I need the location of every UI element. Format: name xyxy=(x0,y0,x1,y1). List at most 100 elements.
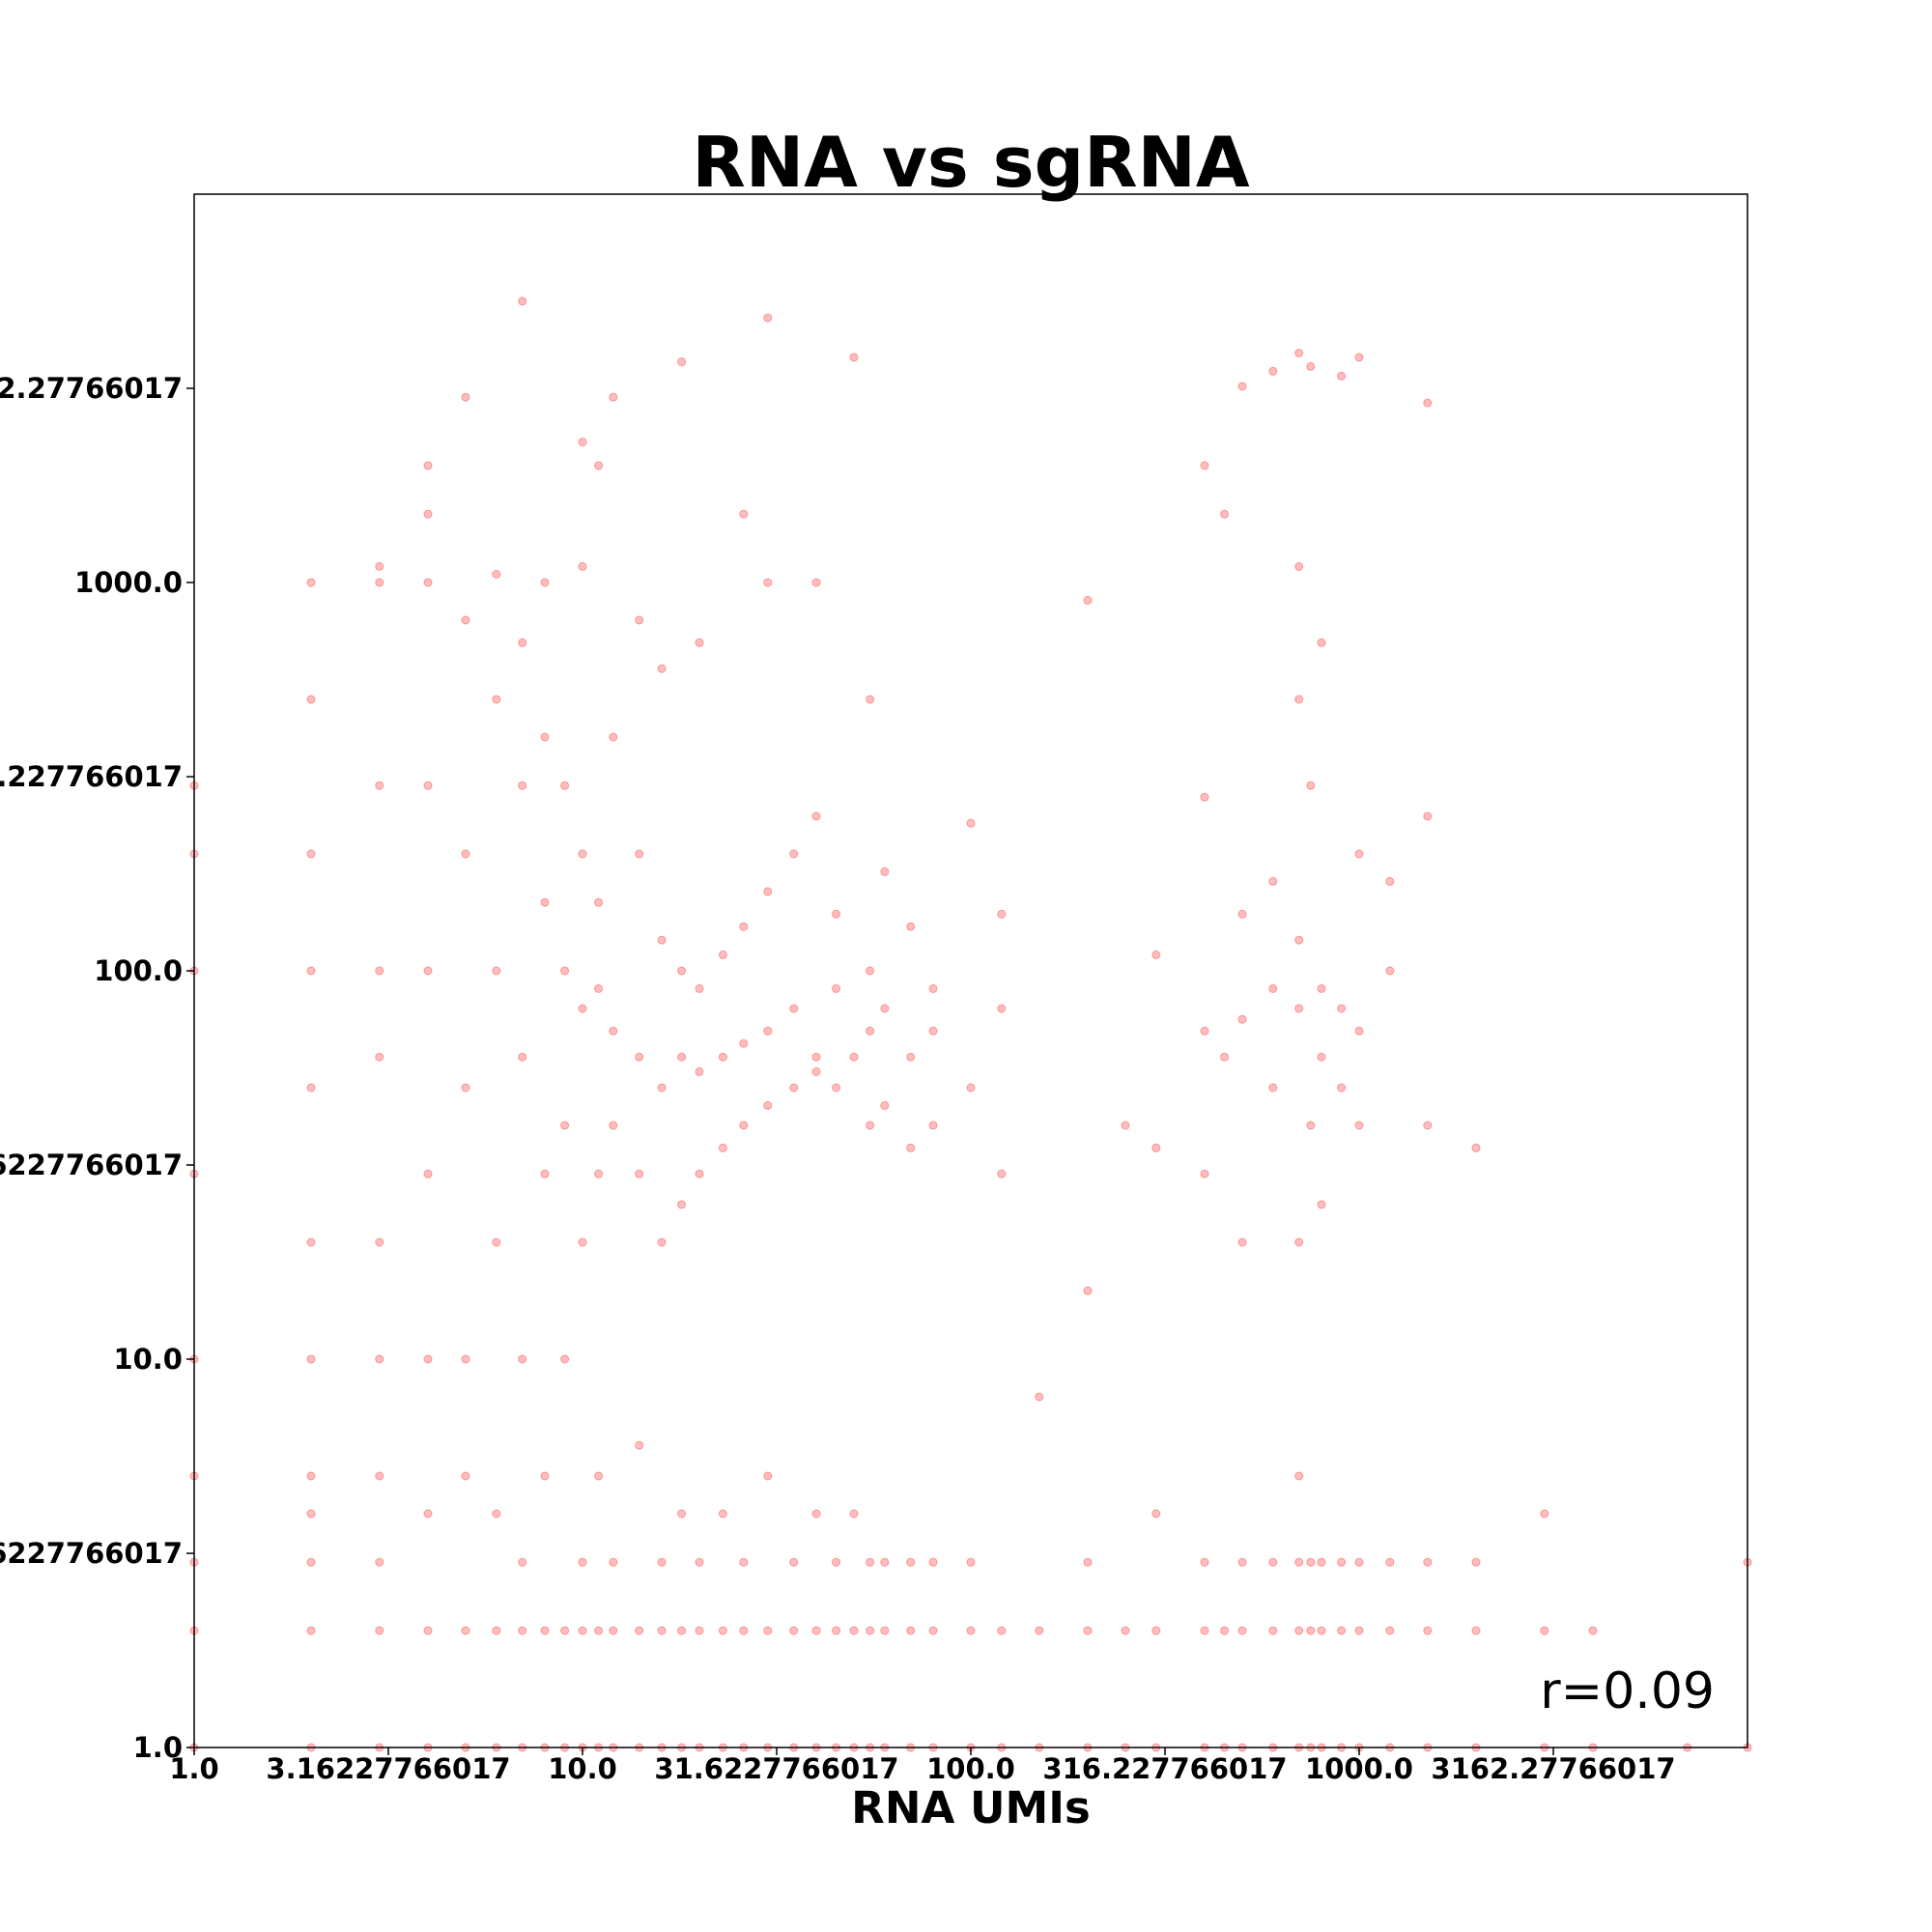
data-point xyxy=(594,1626,604,1635)
data-point xyxy=(1317,1200,1326,1209)
data-point xyxy=(906,1052,916,1062)
data-point xyxy=(657,664,667,673)
data-point xyxy=(1200,792,1209,802)
data-point xyxy=(880,1100,890,1110)
data-point xyxy=(635,1626,644,1635)
data-point xyxy=(695,638,704,647)
data-point xyxy=(849,1626,859,1635)
y-tick-label: 3162.27766017 xyxy=(0,372,183,405)
data-point xyxy=(1471,1143,1481,1152)
data-point xyxy=(423,578,433,587)
data-point xyxy=(423,1169,433,1179)
data-point xyxy=(966,1557,976,1567)
data-point xyxy=(518,1557,527,1567)
data-point xyxy=(540,1169,550,1179)
data-point xyxy=(928,1557,938,1567)
data-point xyxy=(677,966,687,976)
data-point xyxy=(609,1626,618,1635)
correlation-annotation: r=0.09 xyxy=(1540,1662,1715,1720)
data-point xyxy=(609,1026,618,1036)
data-point xyxy=(1237,1237,1247,1247)
data-point xyxy=(1306,1626,1316,1635)
data-point xyxy=(906,922,916,931)
data-point xyxy=(306,849,316,859)
data-point xyxy=(677,1200,687,1209)
data-point xyxy=(657,1626,667,1635)
data-point xyxy=(849,1052,859,1062)
data-point xyxy=(1337,1004,1347,1013)
y-tick-label: 3.16227766017 xyxy=(0,1537,183,1570)
data-point xyxy=(763,1026,773,1036)
data-point xyxy=(1337,1626,1347,1635)
data-point xyxy=(578,1557,587,1567)
y-tick-label: 1.0 xyxy=(133,1731,183,1764)
data-point xyxy=(578,1237,587,1247)
data-point xyxy=(578,849,587,859)
data-point xyxy=(677,1052,687,1062)
data-point xyxy=(763,1100,773,1110)
data-point xyxy=(1268,1557,1278,1567)
data-point xyxy=(1294,1004,1304,1013)
data-point xyxy=(997,1169,1007,1179)
data-point xyxy=(1035,1392,1044,1402)
data-point xyxy=(1200,1626,1209,1635)
data-point xyxy=(789,849,799,859)
data-point xyxy=(866,1557,875,1567)
data-point xyxy=(306,1626,316,1635)
data-point xyxy=(832,983,841,993)
data-point xyxy=(423,461,433,470)
data-point xyxy=(677,357,687,367)
data-point xyxy=(1083,1626,1093,1635)
data-point xyxy=(635,615,644,625)
x-tick-label: 1.0 xyxy=(169,1752,218,1785)
data-point xyxy=(811,811,821,821)
data-point xyxy=(1354,1121,1364,1130)
data-point xyxy=(866,1026,875,1036)
data-point xyxy=(375,1557,384,1567)
data-point xyxy=(811,1052,821,1062)
data-point xyxy=(1317,1557,1326,1567)
data-point xyxy=(718,950,727,959)
data-point xyxy=(1423,398,1433,408)
data-point xyxy=(461,849,470,859)
data-point xyxy=(832,909,841,919)
data-point xyxy=(518,1626,527,1635)
data-point xyxy=(1294,1471,1304,1481)
data-point xyxy=(849,353,859,362)
data-point xyxy=(739,1121,749,1130)
data-point xyxy=(1220,1052,1230,1062)
data-point xyxy=(1151,1626,1161,1635)
data-point xyxy=(375,1237,384,1247)
data-point xyxy=(718,1143,727,1152)
data-point xyxy=(811,1626,821,1635)
data-point xyxy=(375,1626,384,1635)
data-point xyxy=(492,966,501,976)
data-point xyxy=(423,966,433,976)
data-point xyxy=(306,1509,316,1519)
data-point xyxy=(1237,382,1247,391)
data-point xyxy=(1354,1557,1364,1567)
data-point xyxy=(375,1052,384,1062)
data-point xyxy=(492,1237,501,1247)
data-point xyxy=(306,1354,316,1364)
data-point xyxy=(1306,1121,1316,1130)
data-point xyxy=(306,1471,316,1481)
data-point xyxy=(677,1626,687,1635)
x-tick-label: 1000.0 xyxy=(1305,1752,1413,1785)
data-point xyxy=(609,732,618,742)
data-point xyxy=(1151,1509,1161,1519)
data-point xyxy=(1268,983,1278,993)
y-tick-label: 10.0 xyxy=(113,1343,183,1376)
data-point xyxy=(1035,1626,1044,1635)
data-point xyxy=(1268,1083,1278,1093)
data-point xyxy=(1200,1026,1209,1036)
data-point xyxy=(1121,1121,1130,1130)
data-point xyxy=(1471,1557,1481,1567)
data-point xyxy=(657,1237,667,1247)
data-point xyxy=(739,1557,749,1567)
x-tick-label: 31.6227766017 xyxy=(654,1752,898,1785)
data-point xyxy=(1540,1626,1549,1635)
data-point xyxy=(560,966,570,976)
data-point xyxy=(866,1626,875,1635)
